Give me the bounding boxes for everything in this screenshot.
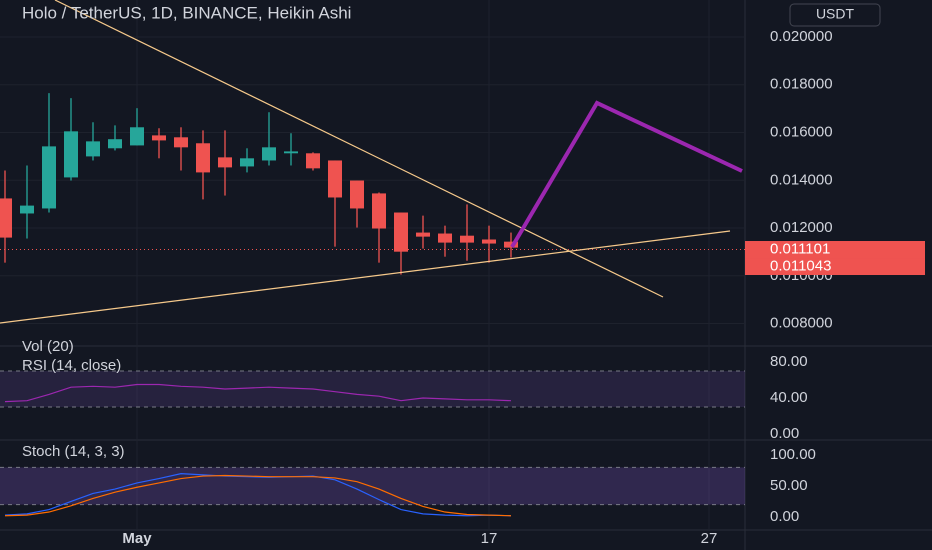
band-fill bbox=[0, 467, 745, 505]
candle-body bbox=[504, 241, 518, 248]
candle-body bbox=[108, 139, 122, 149]
candle-body bbox=[20, 205, 34, 214]
trend-line bbox=[0, 230, 731, 324]
price-label: 0.011101 bbox=[770, 240, 830, 257]
candle-body bbox=[350, 180, 364, 209]
y-tick-label: 0.008000 bbox=[770, 315, 833, 332]
currency-label: USDT bbox=[816, 6, 855, 22]
candle-body bbox=[328, 160, 342, 198]
chart-title: Holo / TetherUS, 1D, BINANCE, Heikin Ash… bbox=[22, 3, 351, 22]
price-label: 0.011043 bbox=[770, 257, 831, 274]
candle-body bbox=[64, 131, 78, 178]
indicator-line bbox=[4, 383, 512, 403]
candle-body bbox=[130, 127, 144, 146]
y-tick-label: 0.014000 bbox=[770, 171, 833, 188]
x-tick-label: 27 bbox=[701, 530, 718, 547]
candle-body bbox=[0, 198, 12, 238]
y-tick-label: 100.00 bbox=[770, 446, 816, 463]
candle-body bbox=[262, 147, 276, 161]
candle-body bbox=[196, 143, 210, 173]
candle-body bbox=[460, 235, 474, 243]
x-tick-label: 17 bbox=[481, 530, 498, 547]
y-tick-label: 0.018000 bbox=[770, 76, 833, 93]
y-tick-label: 0.016000 bbox=[770, 123, 833, 140]
candle-body bbox=[306, 153, 320, 169]
y-tick-label: 0.012000 bbox=[770, 219, 833, 236]
candle-body bbox=[240, 158, 254, 167]
y-tick-label: 0.00 bbox=[770, 508, 799, 525]
y-tick-label: 0.020000 bbox=[770, 28, 833, 45]
currency-button[interactable] bbox=[789, 3, 881, 27]
volume-label: Vol (20) bbox=[22, 338, 74, 355]
candle-body bbox=[372, 193, 386, 229]
rsi-title: RSI (14, close) bbox=[22, 357, 121, 374]
candle-body bbox=[284, 151, 298, 154]
y-tick-label: 80.00 bbox=[770, 353, 808, 370]
price-label-box bbox=[745, 258, 925, 276]
candle-body bbox=[416, 232, 430, 237]
candle-body bbox=[42, 146, 56, 209]
price-label-box bbox=[745, 241, 925, 259]
candle-body bbox=[394, 212, 408, 252]
stoch-title: Stoch (14, 3, 3) bbox=[22, 443, 125, 460]
x-tick-label: May bbox=[122, 530, 152, 547]
candle-body bbox=[152, 135, 166, 141]
candle-body bbox=[482, 239, 496, 244]
band-fill bbox=[0, 370, 745, 408]
y-tick-label: 0.00 bbox=[770, 425, 799, 442]
candle-body bbox=[174, 137, 188, 148]
y-tick-label: 40.00 bbox=[770, 389, 808, 406]
candle-body bbox=[86, 141, 100, 157]
trend-line bbox=[54, 0, 664, 298]
projection-path bbox=[510, 100, 743, 249]
indicator-line bbox=[4, 474, 512, 517]
candle-body bbox=[218, 157, 232, 168]
candle-body bbox=[438, 233, 452, 243]
indicator-line bbox=[4, 473, 512, 517]
y-tick-label: 50.00 bbox=[770, 477, 808, 494]
